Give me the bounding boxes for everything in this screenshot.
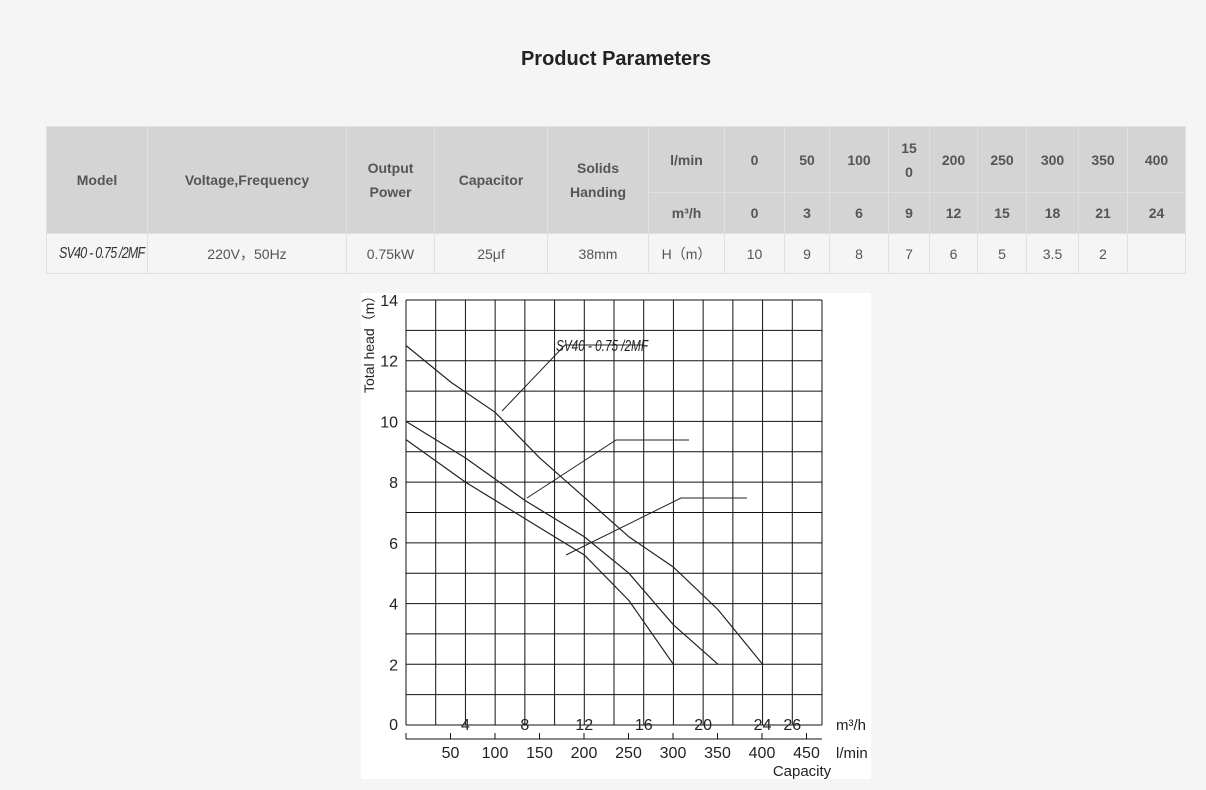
x-unit-lmin: l/min	[836, 745, 868, 762]
m3h-value: 21	[1078, 192, 1128, 234]
series-2-leader-line	[526, 439, 689, 499]
head-value: 10	[724, 233, 785, 274]
head-value: 9	[784, 233, 830, 274]
lmin-value: 350	[1078, 126, 1128, 193]
product-parameters-table: Model Voltage,Frequency Output Power Cap…	[46, 126, 1186, 274]
cell-voltage: 220V，50Hz	[147, 233, 347, 274]
lmin-value: 300	[1026, 126, 1079, 193]
x-unit-m3h: m³/h	[836, 717, 866, 734]
x-axis-label: Capacity	[773, 763, 832, 779]
m3h-value: 0	[724, 192, 785, 234]
y-tick-label: 14	[380, 293, 398, 310]
m3h-value: 24	[1127, 192, 1186, 234]
x-tick-label-lmin: 150	[526, 745, 553, 762]
cell-output-power: 0.75kW	[346, 233, 435, 274]
x-tick-label-lmin: 300	[660, 745, 687, 762]
page-title: Product Parameters	[520, 48, 712, 70]
table-row: SV40 - 0.75 /2MF 220V，50Hz 0.75kW 25μf 3…	[46, 233, 1186, 274]
x-tick-label-m3h: 16	[635, 717, 653, 734]
cell-model: SV40 - 0.75 /2MF	[46, 233, 148, 274]
lmin-value: 15 0	[888, 126, 930, 193]
header-m3h-label: m³/h	[648, 192, 725, 234]
header-solids: Solids Handing	[547, 126, 649, 234]
y-tick-label: 10	[380, 414, 398, 431]
series-1-leader-line	[501, 344, 643, 412]
y-tick-label: 6	[389, 536, 398, 553]
m3h-value: 12	[929, 192, 978, 234]
x-tick-label-lmin: 100	[482, 745, 509, 762]
x-tick-label-m3h: 26	[783, 717, 801, 734]
m3h-value: 6	[829, 192, 889, 234]
cell-head-label: H（m）	[648, 233, 725, 274]
x-tick-label-m3h: 8	[520, 717, 529, 734]
head-value	[1127, 233, 1186, 274]
x-tick-label-lmin: 350	[704, 745, 731, 762]
head-value: 6	[929, 233, 978, 274]
y-tick-label: 8	[389, 475, 398, 492]
head-value: 3.5	[1026, 233, 1079, 274]
y-tick-label: 2	[389, 657, 398, 674]
head-value: 7	[888, 233, 930, 274]
x-tick-label-m3h: 12	[575, 717, 593, 734]
x-tick-label-lmin: 250	[615, 745, 642, 762]
head-value: 5	[977, 233, 1027, 274]
lmin-value: 50	[784, 126, 830, 193]
x-tick-label-m3h: 24	[754, 717, 772, 734]
series-curve-1	[405, 345, 764, 665]
m3h-value: 9	[888, 192, 930, 234]
m3h-value: 18	[1026, 192, 1079, 234]
y-tick-label: 12	[380, 354, 398, 371]
header-voltage: Voltage,Frequency	[147, 126, 347, 234]
x-tick-label-m3h: 4	[461, 717, 470, 734]
cell-capacitor: 25μf	[434, 233, 548, 274]
table-subheader-row: m³/h 0 3 6 9 12 15 18 21 24	[47, 192, 1186, 234]
series-3-leader-line	[565, 497, 747, 556]
x-tick-label-lmin: 200	[571, 745, 598, 762]
series-1-label: SV40 - 0.75 /2MF	[556, 338, 649, 355]
header-capacitor: Capacitor	[434, 126, 548, 234]
cell-solids: 38mm	[547, 233, 649, 274]
performance-chart: 14 12 10 8 6 4 2 0 Total head（m） 4 8 12 16 20 24 26 m³/h…	[361, 293, 871, 779]
header-output-power: Output Power	[346, 126, 435, 234]
m3h-value: 15	[977, 192, 1027, 234]
header-model: Model	[46, 126, 148, 234]
lmin-value: 100	[829, 126, 889, 193]
y-axis-label: Total head（m）	[361, 293, 377, 393]
x-tick-label-lmin: 50	[442, 745, 460, 762]
table-header-row: Model Voltage,Frequency Output Power Cap…	[46, 126, 1186, 234]
lmin-value: 200	[929, 126, 978, 193]
y-tick-label: 0	[389, 717, 398, 734]
header-lmin-label: l/min	[648, 126, 725, 193]
lmin-value: 400	[1127, 126, 1186, 193]
lmin-value: 0	[724, 126, 785, 193]
lmin-value: 250	[977, 126, 1027, 193]
series-curve-3	[405, 439, 674, 665]
x-tick-label-lmin: 400	[749, 745, 776, 762]
model-name: SV40 - 0.75 /2MF	[59, 244, 145, 262]
x-tick-label-m3h: 20	[694, 717, 712, 734]
head-value: 2	[1078, 233, 1128, 274]
head-value: 8	[829, 233, 889, 274]
m3h-value: 3	[784, 192, 830, 234]
series-curve-2	[405, 420, 719, 665]
x-tick-label-lmin: 450	[793, 745, 820, 762]
y-tick-label: 4	[389, 597, 398, 614]
